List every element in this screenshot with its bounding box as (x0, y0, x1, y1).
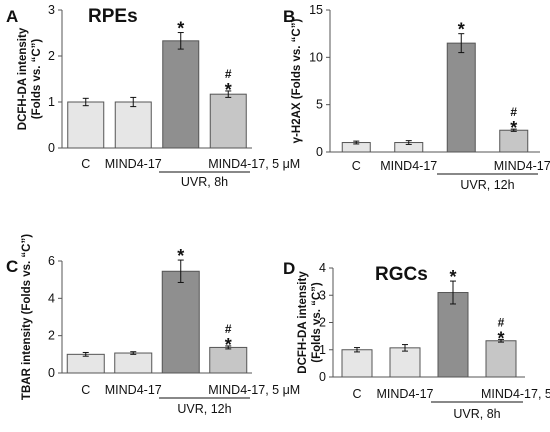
group-label: UVR, 12h (177, 402, 231, 416)
y-axis-label-line2: (Folds vs. “C”) (31, 39, 43, 120)
panel-letter: D (283, 259, 295, 278)
chart-panel-b: Bγ-H2AX (Folds vs. “C”) 0 5 10 15 C MIND4-17 * *… (283, 3, 550, 192)
bar (67, 101, 105, 149)
y-tick-label: 4 (319, 261, 326, 275)
bar (485, 340, 517, 378)
significance-star: * (458, 20, 465, 40)
y-tick-label: 3 (319, 288, 326, 302)
significance-hash: # (498, 315, 505, 329)
y-axis-label: TBAR intensity (Folds vs. “C”) (21, 234, 33, 400)
bar (114, 352, 153, 374)
bar (114, 101, 152, 149)
bar (389, 347, 421, 378)
x-category-label: MIND4-17, 5 μM (208, 383, 300, 397)
y-tick-label: 10 (309, 50, 323, 64)
bar (66, 353, 105, 374)
x-category-label: MIND4-17, 5 μM (494, 159, 550, 173)
x-category-label: C (81, 157, 90, 171)
chart-title: RGCs (375, 264, 428, 285)
significance-star: * (497, 328, 504, 348)
y-axis-label: γ-H2AX (Folds vs. “C”) (291, 19, 303, 144)
x-category-label: C (81, 383, 90, 397)
significance-star: * (225, 335, 232, 355)
bar (341, 349, 373, 378)
x-category-label: MIND4-17 (380, 159, 437, 173)
y-tick-label: 3 (48, 3, 55, 17)
y-axis-label: DCFH-DA intensity (17, 27, 29, 130)
y-tick-label: 0 (48, 366, 55, 380)
x-category-label: MIND4-17, 5 μM (481, 387, 550, 401)
bar (209, 93, 247, 149)
significance-hash: # (225, 67, 232, 81)
y-tick-label: 15 (309, 3, 323, 17)
x-category-label: C (352, 159, 361, 173)
group-label: UVR, 12h (460, 178, 514, 192)
significance-hash: # (510, 105, 517, 119)
y-tick-label: 2 (48, 49, 55, 63)
y-axis-label: DCFH-DA intensity (297, 271, 309, 374)
bar (446, 42, 476, 153)
x-category-label: MIND4-17 (377, 387, 434, 401)
y-tick-label: 6 (48, 254, 55, 268)
bar (161, 270, 200, 374)
y-tick-label: 4 (48, 291, 55, 305)
chart-panel-a: A RPEs DCFH-DA intensity (Folds vs. “C”) 0 1 2… (6, 3, 300, 189)
significance-star: * (449, 267, 456, 287)
chart-panel-d: D RGCs DCFH-DA intensity (Folds vs. “C”) 0 1 2… (283, 259, 550, 421)
significance-hash: # (225, 322, 232, 336)
y-axis-label-line2: (Folds vs. “C”) (311, 282, 323, 363)
panel-letter: A (6, 7, 18, 26)
x-category-label: MIND4-17 (105, 383, 162, 397)
bar (437, 292, 469, 378)
y-tick-label: 2 (48, 329, 55, 343)
y-tick-label: 1 (319, 343, 326, 357)
x-category-label: MIND4-17 (105, 157, 162, 171)
y-tick-label: 2 (319, 316, 326, 330)
bar (162, 40, 200, 149)
group-label: UVR, 8h (181, 175, 228, 189)
y-tick-label: 1 (48, 95, 55, 109)
panel-letter: C (6, 257, 18, 276)
y-tick-label: 0 (319, 370, 326, 384)
y-tick-label: 0 (316, 145, 323, 159)
x-category-label: C (352, 387, 361, 401)
y-tick-label: 5 (316, 98, 323, 112)
group-label: UVR, 8h (453, 407, 500, 421)
significance-star: * (510, 118, 517, 138)
x-category-label: MIND4-17, 5 μM (208, 157, 300, 171)
significance-star: * (177, 246, 184, 266)
panel-letter: B (283, 7, 295, 26)
significance-star: * (177, 19, 184, 39)
chart-title: RPEs (88, 6, 138, 27)
y-tick-label: 0 (48, 141, 55, 155)
significance-star: * (225, 80, 232, 100)
